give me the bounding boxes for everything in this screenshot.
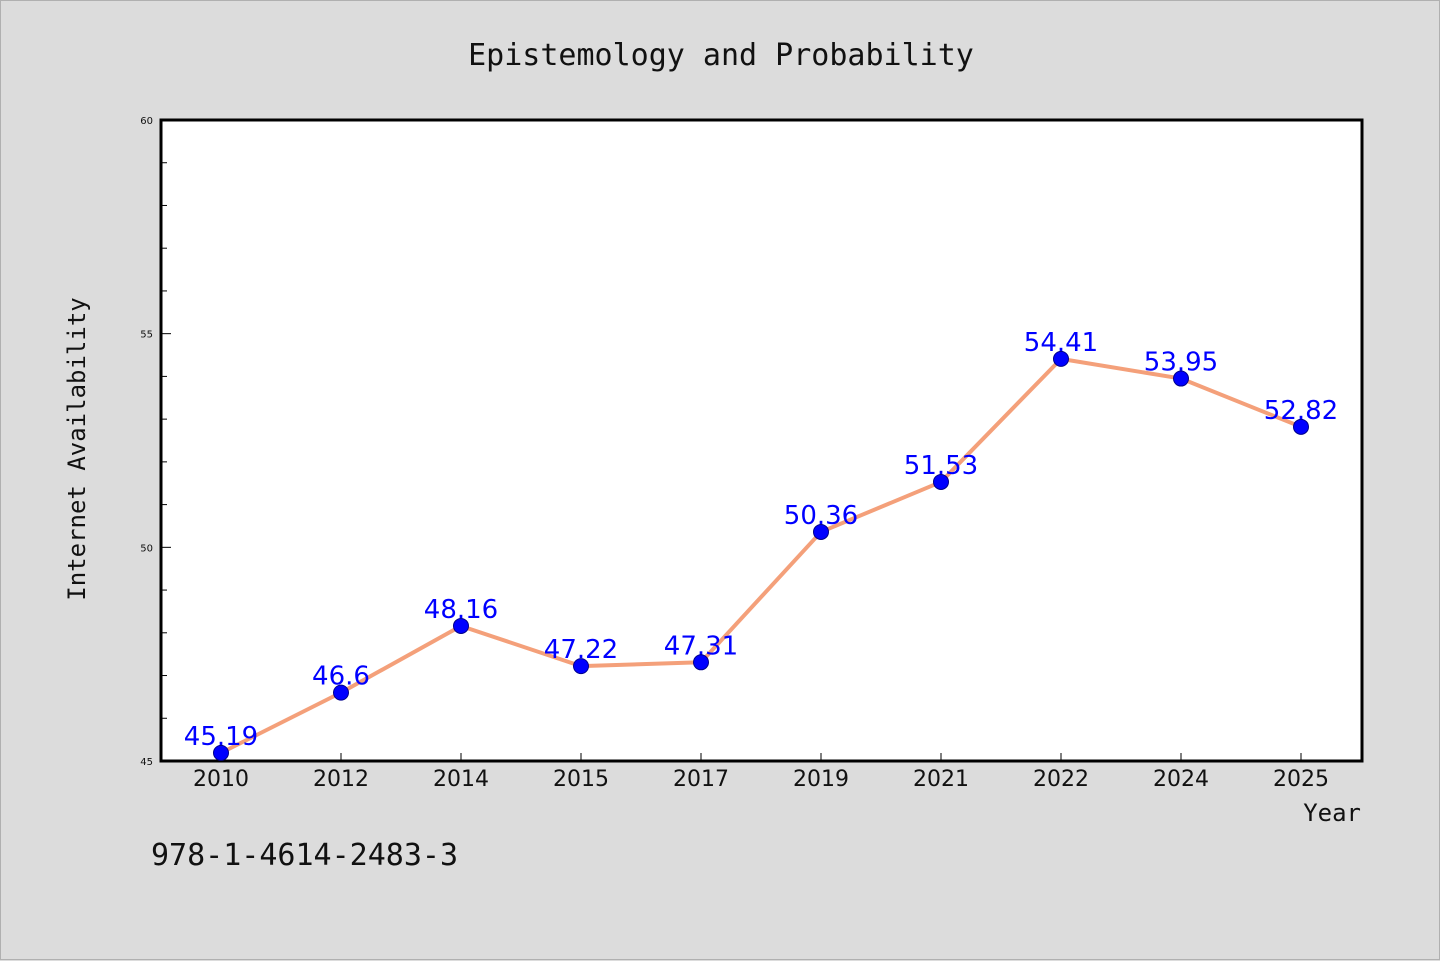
x-tick-label: 2019 (793, 767, 849, 792)
data-point-marker (333, 684, 349, 701)
chart-title: Epistemology and Probability (468, 38, 974, 73)
x-tick-label: 2010 (193, 767, 249, 792)
data-point-marker (813, 523, 829, 540)
data-point-marker (573, 658, 589, 675)
series-polyline (220, 356, 1302, 755)
data-point-marker (1053, 350, 1069, 367)
data-point-marker (693, 654, 709, 671)
data-point-marker (453, 617, 469, 634)
x-tick-label: 2021 (913, 767, 969, 792)
x-tick-label: 2014 (433, 767, 489, 792)
x-tick-label: 2012 (313, 767, 369, 792)
data-point-marker (1173, 370, 1189, 387)
y-tick-label: 60 (140, 116, 153, 127)
x-tick-label: 2015 (553, 767, 609, 792)
x-tick-label: 2024 (1153, 767, 1209, 792)
series-line (220, 356, 1302, 755)
x-tick-label: 2022 (1033, 767, 1089, 792)
plot-area (159, 118, 1364, 763)
series-markers (213, 350, 1309, 761)
y-tick-label: 55 (140, 330, 153, 341)
y-axis: 45 50 55 60 (140, 116, 171, 768)
y-axis-label: Internet Availability (63, 297, 91, 600)
data-point-marker (1293, 418, 1309, 435)
x-axis-label: Year (1303, 799, 1361, 827)
y-tick-label: 45 (140, 757, 153, 768)
data-point-marker (213, 744, 229, 761)
isbn-text: 978-1-4614-2483-3 (151, 838, 458, 873)
x-tick-label: 2025 (1273, 767, 1329, 792)
y-tick-label: 50 (140, 543, 153, 554)
data-point-marker (933, 473, 949, 490)
x-tick-label: 2017 (673, 767, 729, 792)
x-axis: 2010 2012 2014 2015 2017 2019 2021 2022 2024 2025 (193, 753, 1329, 792)
